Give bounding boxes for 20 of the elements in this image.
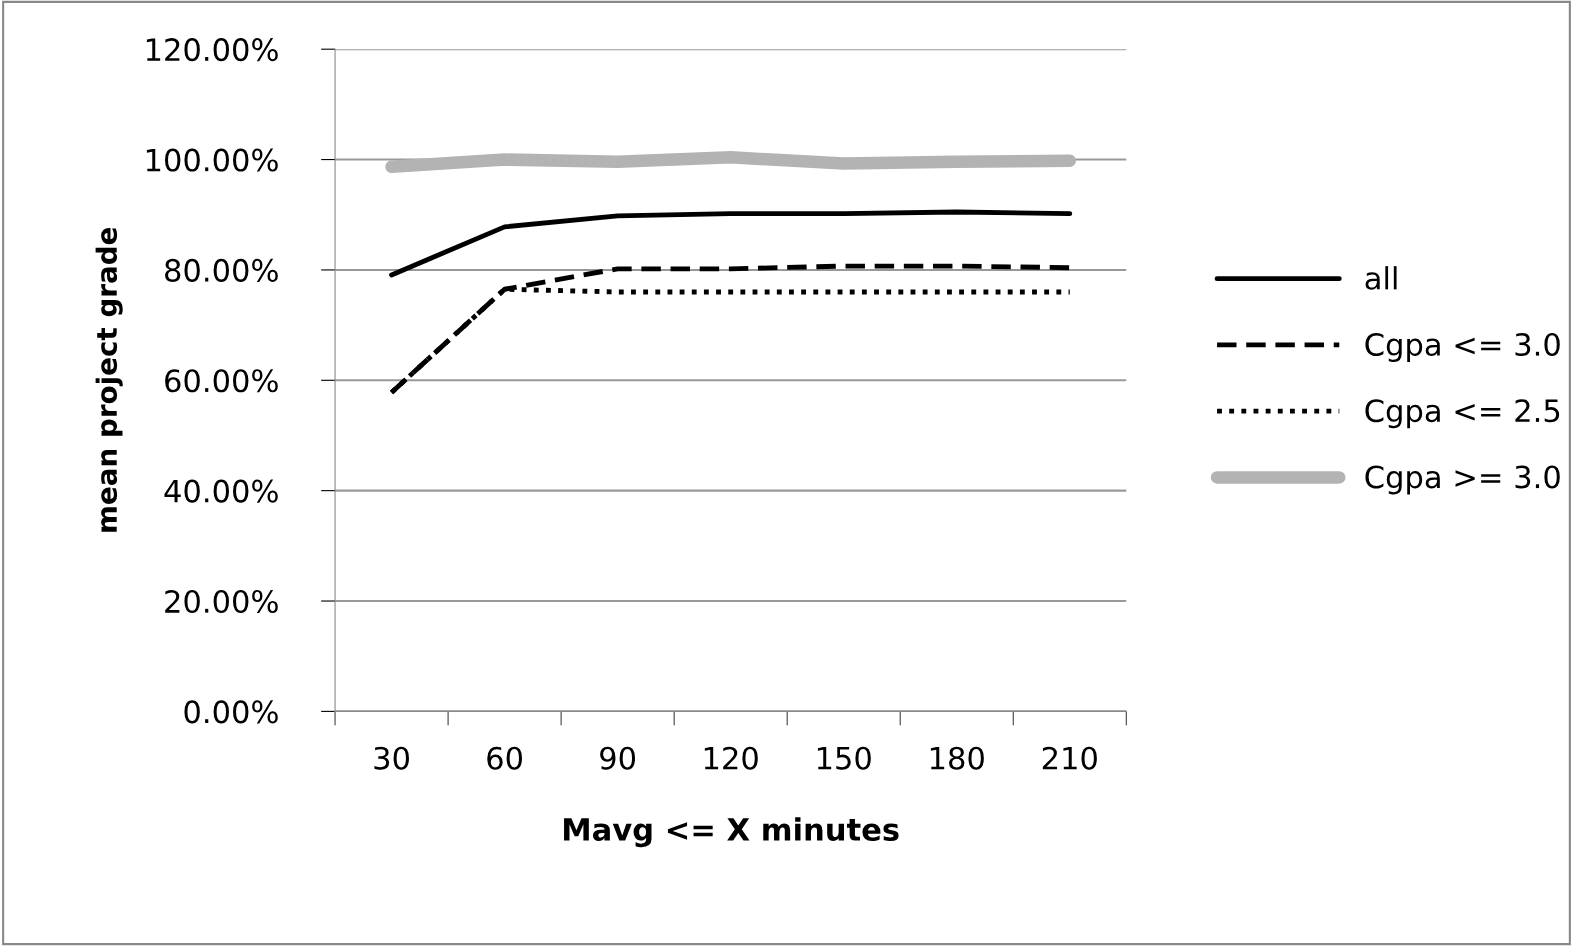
y-tick-label: 120.00%: [146, 38, 278, 62]
legend-label: Cgpa <= 3.0: [1365, 332, 1560, 362]
x-tick-label: 60: [487, 746, 523, 770]
x-tick-label: 90: [600, 746, 636, 770]
legend-label: all: [1365, 266, 1397, 290]
y-tick-label: 40.00%: [164, 479, 278, 503]
y-tick-label: 60.00%: [165, 369, 278, 393]
y-axis-title: mean project grade: [95, 227, 123, 532]
x-tick-label: 30: [374, 746, 409, 770]
legend-label: Cgpa <= 2.5: [1365, 399, 1560, 429]
x-tick-label: 210: [1042, 746, 1097, 770]
y-tick-label: 0.00%: [184, 700, 278, 724]
x-tick-label: 120: [704, 746, 758, 770]
x-tick-label: 180: [930, 746, 984, 770]
legend-label: Cgpa >= 3.0: [1365, 465, 1560, 495]
x-tick-label: 150: [817, 746, 871, 770]
y-tick-label: 20.00%: [165, 589, 278, 614]
y-tick-label: 80.00%: [165, 258, 278, 282]
x-axis-title: Mavg <= X minutes: [564, 817, 899, 848]
y-tick-label: 100.00%: [146, 148, 278, 172]
